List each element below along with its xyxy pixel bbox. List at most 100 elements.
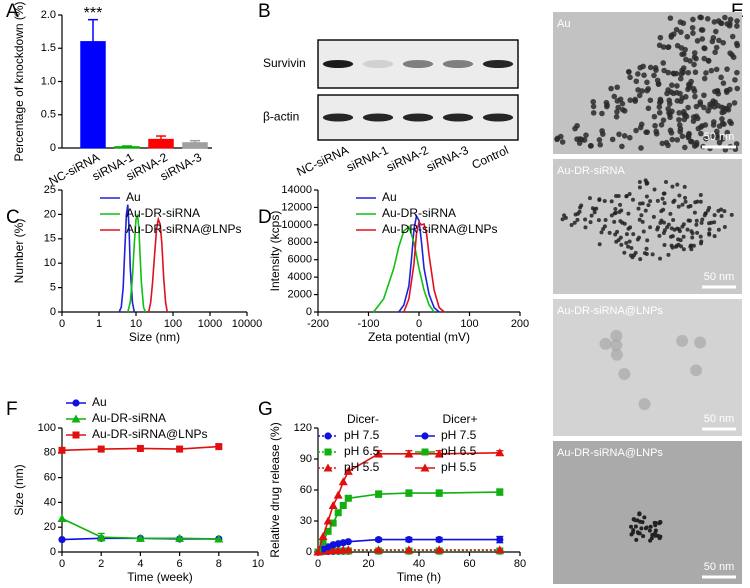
particle: [704, 15, 711, 22]
particle: [694, 222, 699, 227]
particle: [597, 141, 604, 148]
particle: [707, 205, 712, 210]
bar: [148, 138, 174, 149]
particle: [647, 97, 654, 104]
particle: [715, 102, 721, 109]
marker: [324, 432, 332, 440]
particle: [656, 104, 663, 110]
particle: [727, 118, 733, 125]
marker: [421, 432, 429, 440]
x-axis-label: Time (week): [127, 570, 193, 584]
particle: [734, 85, 741, 92]
particle: [703, 70, 709, 76]
y-tick-label: 0: [50, 546, 56, 558]
x-tick-label: 2: [98, 558, 104, 570]
x-tick-label: 0: [416, 318, 422, 330]
marker: [58, 446, 66, 454]
particle: [666, 101, 673, 107]
particle: [710, 35, 717, 41]
particle: [656, 109, 663, 116]
particle: [683, 56, 689, 63]
particle: [602, 199, 607, 204]
y-tick-label: 4000: [288, 271, 312, 283]
blot-lane-label: Control: [470, 143, 511, 172]
marker: [72, 399, 80, 407]
particle: [656, 42, 663, 49]
series-line: [147, 216, 169, 313]
blot-lane-label: siRNA-3: [424, 143, 471, 175]
legend-label: Au-DR-siRNA: [92, 411, 166, 425]
particle: [596, 137, 603, 143]
y-tick-label: 0: [306, 546, 312, 558]
particle: [652, 520, 657, 525]
particle: [602, 224, 607, 229]
particle: [624, 241, 629, 246]
particle: [722, 224, 727, 229]
particle: [648, 538, 653, 543]
particle: [637, 124, 644, 131]
particle: [640, 201, 645, 206]
y-tick-label: 0: [50, 142, 56, 154]
particle: [610, 348, 623, 361]
marker: [339, 502, 347, 509]
particle: [679, 133, 686, 140]
legend-label: pH 5.5: [441, 460, 477, 474]
particle: [683, 113, 690, 120]
particle: [671, 218, 676, 223]
particle: [633, 127, 639, 134]
particle: [661, 230, 666, 235]
particle: [671, 199, 676, 204]
particle: [687, 82, 693, 88]
marker: [344, 538, 352, 546]
y-axis-label: Number (%): [12, 219, 26, 284]
legend-label: Au-DR-siRNA: [382, 206, 456, 220]
y-axis-label: Intensity (kcps): [268, 211, 282, 292]
particle: [590, 110, 597, 116]
y-tick-label: 30: [300, 515, 312, 527]
particle: [729, 33, 736, 40]
particle: [614, 84, 620, 91]
particle: [712, 234, 717, 239]
particle: [633, 250, 638, 255]
particle: [648, 225, 653, 230]
particle: [646, 203, 651, 208]
scale-bar-label: 50 nm: [704, 131, 735, 143]
marker: [333, 490, 343, 499]
marker: [328, 501, 338, 509]
particle: [692, 93, 698, 100]
particle: [643, 208, 648, 213]
particle: [688, 204, 693, 209]
y-tick-label: 15: [44, 233, 56, 245]
particle: [675, 182, 680, 187]
marker: [435, 536, 443, 544]
particle: [698, 234, 703, 239]
particle: [710, 100, 716, 107]
particle: [733, 40, 740, 47]
particle: [660, 117, 667, 123]
legend-label: Au-DR-siRNA@LNPs: [126, 222, 242, 236]
particle: [702, 213, 707, 218]
particle: [691, 50, 698, 56]
particle: [614, 194, 619, 199]
image-caption: Au-DR-siRNA@LNPs: [557, 447, 663, 459]
y-tick-label: 20: [44, 208, 56, 220]
marker: [421, 448, 429, 456]
y-tick-label: 0: [306, 306, 312, 318]
particle: [662, 191, 667, 196]
particle: [588, 220, 593, 225]
particle: [626, 69, 632, 75]
particle: [626, 244, 631, 249]
particle: [644, 525, 649, 530]
y-tick-label: 12000: [281, 201, 312, 213]
particle: [657, 521, 662, 526]
particle: [674, 97, 681, 104]
particle: [627, 134, 633, 141]
particle: [678, 238, 683, 243]
particle: [666, 109, 672, 116]
particle: [677, 229, 682, 234]
particle: [624, 193, 629, 198]
particle: [609, 136, 616, 143]
particle: [690, 231, 695, 236]
particle: [705, 108, 712, 114]
particle: [670, 70, 677, 77]
